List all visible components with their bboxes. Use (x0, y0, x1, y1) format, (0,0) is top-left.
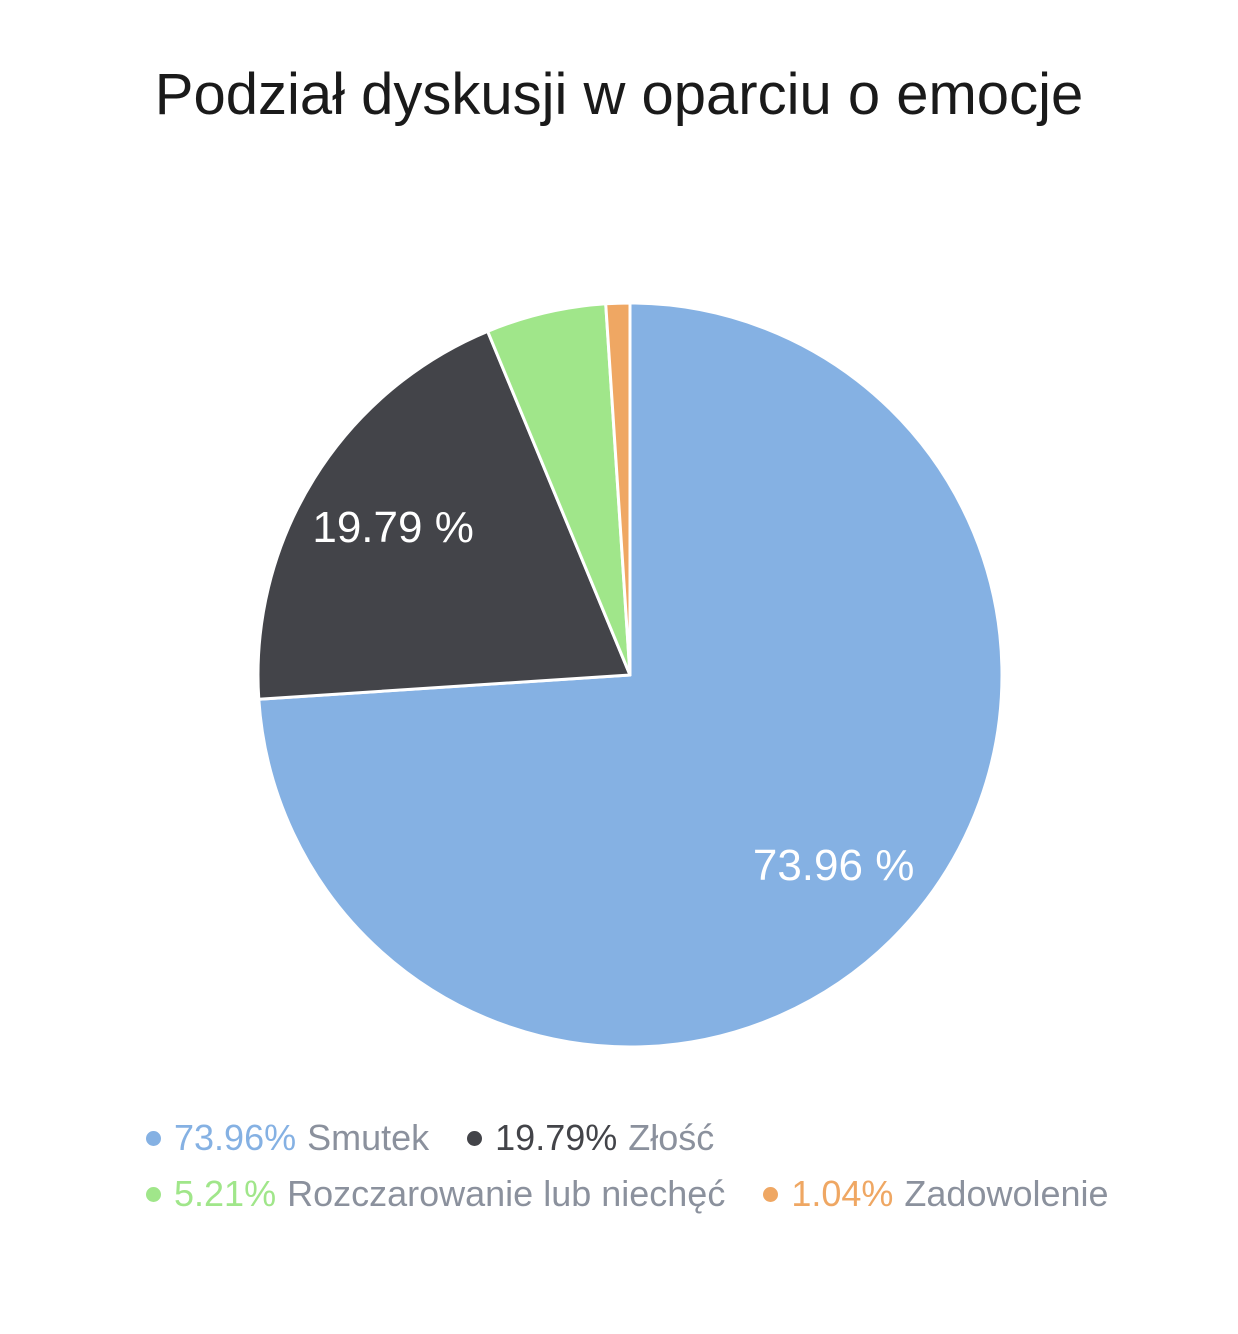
legend-item-rozczarowanie[interactable]: 5.21% Rozczarowanie lub niechęć (146, 1168, 725, 1220)
pie-slice-zlosc[interactable] (256, 329, 632, 701)
legend-percent-zlosc: 19.79% (495, 1117, 618, 1158)
legend: 73.96% Smutek 19.79% Złość 5.21% Rozczarowani… (146, 1112, 1156, 1220)
legend-item-smutek[interactable]: 73.96% Smutek (146, 1112, 429, 1164)
legend-label-zlosc: Złość (628, 1117, 715, 1158)
legend-label-zadowolenie: Zadowolenie (904, 1173, 1109, 1214)
legend-percent-zadowolenie: 1.04% (791, 1173, 894, 1214)
legend-percent-rozczarowanie: 5.21% (174, 1173, 277, 1214)
legend-item-zlosc[interactable]: 19.79% Złość (467, 1112, 714, 1164)
pie-slice-zadowolenie[interactable] (604, 301, 632, 677)
pie-data-label-zlosc: 19.79 % (312, 503, 473, 552)
legend-item-zadowolenie[interactable]: 1.04% Zadowolenie (763, 1168, 1109, 1220)
legend-label-smutek: Smutek (307, 1117, 430, 1158)
legend-label-rozczarowanie: Rozczarowanie lub niechęć (287, 1173, 726, 1214)
legend-percent-smutek: 73.96% (174, 1117, 297, 1158)
legend-dot-zadowolenie (763, 1186, 779, 1202)
legend-dot-rozczarowanie (146, 1186, 161, 1202)
legend-dot-smutek (146, 1130, 161, 1146)
legend-dot-zlosc (467, 1130, 483, 1146)
chart-title: Podział dyskusji w oparciu o emocje (154, 62, 1084, 127)
pie-data-label-smutek: 73.96 % (753, 841, 914, 890)
